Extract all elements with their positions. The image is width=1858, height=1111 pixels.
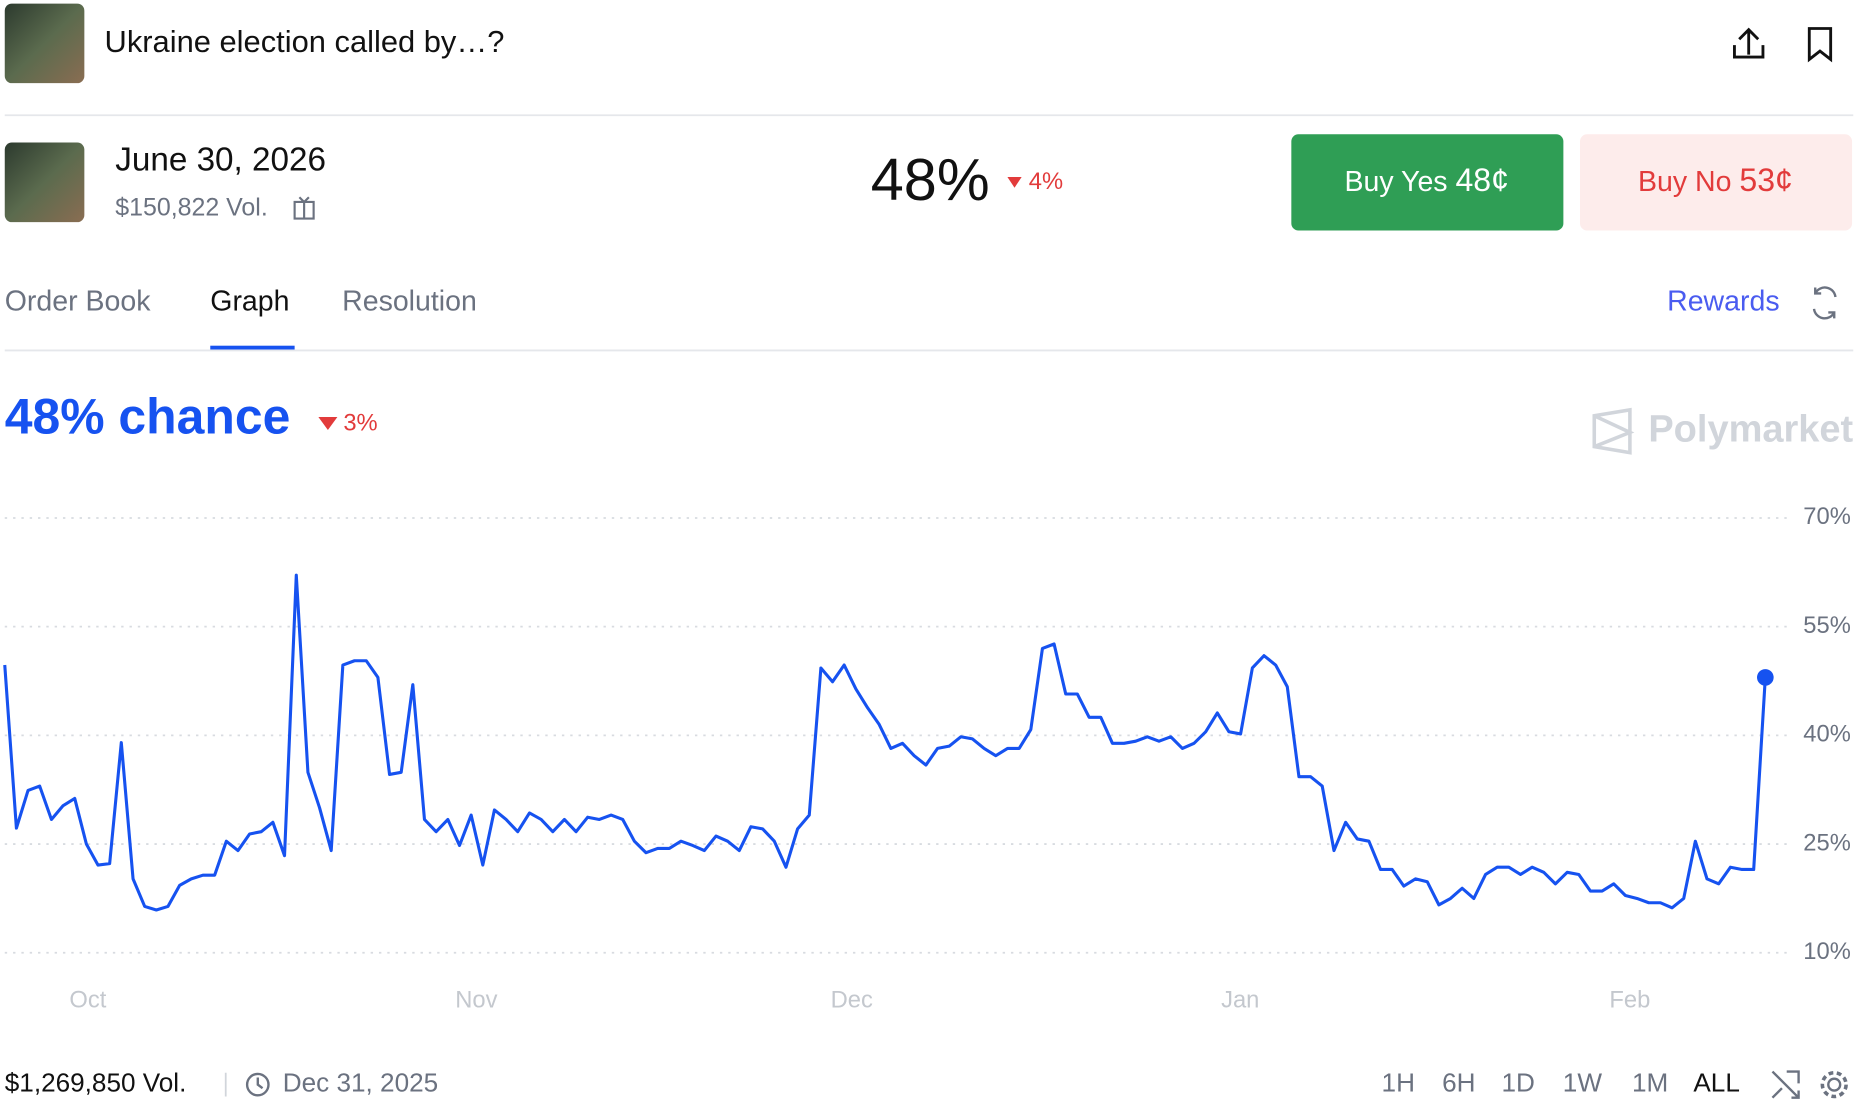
tab-underline bbox=[210, 345, 295, 351]
range-button[interactable]: 1H bbox=[1382, 1068, 1415, 1098]
chance-headline: 48% chance bbox=[5, 389, 291, 445]
y-tick-label: 55% bbox=[1803, 612, 1851, 639]
last-point bbox=[1757, 669, 1774, 686]
range-button[interactable]: 1W bbox=[1563, 1068, 1603, 1098]
clock-hands bbox=[256, 1077, 264, 1090]
range-button[interactable]: 1M bbox=[1632, 1068, 1668, 1098]
range-button[interactable]: ALL bbox=[1693, 1068, 1739, 1098]
y-tick-label: 40% bbox=[1803, 721, 1851, 748]
settings-gear bbox=[1820, 1070, 1848, 1099]
refresh-icon[interactable] bbox=[1812, 286, 1837, 320]
rewards-link[interactable]: Rewards bbox=[1667, 285, 1779, 317]
total-volume: $1,269,850 Vol. bbox=[5, 1068, 187, 1098]
clock-icon bbox=[245, 1072, 270, 1097]
outcome-date: June 30, 2026 bbox=[115, 141, 326, 178]
buy-no-label: Buy No bbox=[1638, 165, 1731, 197]
down-arrow bbox=[318, 416, 338, 431]
market-title: Ukraine election called by…? bbox=[105, 24, 505, 59]
tab-active[interactable]: Graph bbox=[210, 285, 289, 317]
settings-icon[interactable] bbox=[1827, 1077, 1842, 1092]
buy-no: Buy No 53¢ bbox=[1638, 162, 1793, 198]
outcome-volume: $150,822 Vol. bbox=[115, 194, 268, 222]
watermark-logo bbox=[1592, 407, 1635, 455]
outcome-image bbox=[4, 142, 85, 223]
buy-yes-button[interactable] bbox=[1291, 134, 1564, 231]
outcome-price: 48% bbox=[871, 146, 990, 213]
chance-change: 3% bbox=[343, 409, 377, 436]
y-tick-label: 70% bbox=[1803, 503, 1851, 530]
buy-yes: Buy Yes 48¢ bbox=[1345, 162, 1509, 198]
price-chart: 10% 25% 40% 55% 70% Oct Nov Dec Jan Feb bbox=[3, 503, 1851, 1014]
outcome-change: 4% bbox=[1029, 168, 1063, 195]
buy-yes-label: Buy Yes bbox=[1345, 165, 1448, 197]
bookmark-icon[interactable] bbox=[1807, 27, 1833, 63]
gift-icon bbox=[293, 196, 315, 220]
price-line bbox=[3, 573, 1767, 912]
watermark: Polymarket bbox=[1648, 408, 1853, 450]
x-tick-label: Nov bbox=[455, 987, 497, 1014]
x-tick-label: Jan bbox=[1221, 987, 1259, 1014]
range-button[interactable]: 6H bbox=[1442, 1068, 1475, 1098]
end-date: Dec 31, 2025 bbox=[283, 1068, 438, 1098]
buy-yes-price: 48¢ bbox=[1455, 162, 1509, 198]
y-tick-label: 10% bbox=[1803, 938, 1851, 965]
range-button[interactable]: 1D bbox=[1502, 1068, 1535, 1098]
tab[interactable]: Resolution bbox=[342, 285, 477, 317]
tab[interactable]: Order Book bbox=[5, 285, 151, 317]
buy-no-price: 53¢ bbox=[1739, 162, 1793, 198]
x-tick-label: Feb bbox=[1609, 987, 1650, 1014]
down-arrow bbox=[1007, 177, 1022, 188]
x-tick-label: Dec bbox=[831, 987, 873, 1014]
share-icon[interactable] bbox=[1733, 27, 1765, 59]
buy-no-button[interactable] bbox=[1580, 134, 1853, 231]
x-tick-label: Oct bbox=[69, 987, 106, 1014]
market-image bbox=[4, 3, 85, 84]
shuffle-icon[interactable] bbox=[1771, 1070, 1800, 1099]
y-tick-label: 25% bbox=[1803, 829, 1851, 856]
